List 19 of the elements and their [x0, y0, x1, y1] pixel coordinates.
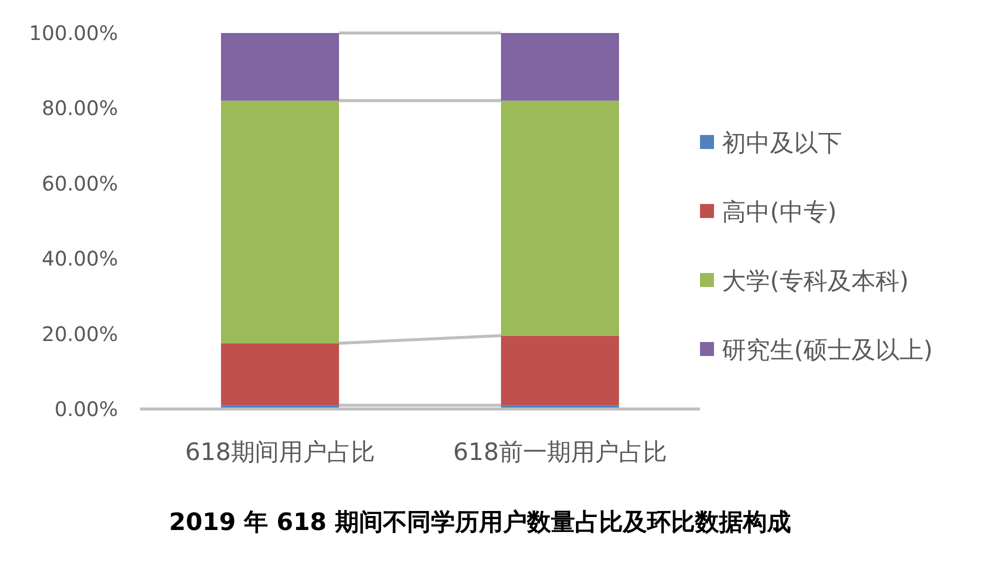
bar	[501, 100, 619, 336]
legend-label: 初中及以下	[722, 129, 842, 157]
bar	[221, 343, 339, 406]
bar	[221, 33, 339, 101]
legend-label: 研究生(硕士及以上)	[722, 336, 933, 364]
y-tick-label: 80.00%	[42, 96, 118, 120]
bar	[221, 100, 339, 344]
text: 2019 年 618 期间不同学历用户数量占比及环比数据构成	[169, 508, 791, 536]
y-tick-label: 100.00%	[29, 21, 118, 45]
bar	[501, 33, 619, 101]
legend-label: 大学(专科及本科)	[722, 267, 909, 295]
x-tick-label: 618前一期用户占比	[453, 438, 667, 466]
legend-label: 高中(中专)	[722, 198, 837, 226]
y-tick-label: 60.00%	[42, 171, 118, 196]
y-tick-label: 40.00%	[42, 246, 118, 271]
y-tick-label: 20.00%	[42, 322, 118, 346]
bar	[501, 336, 619, 406]
x-tick-label: 618期间用户占比	[185, 438, 375, 466]
y-tick-label: 0.00%	[54, 397, 118, 421]
